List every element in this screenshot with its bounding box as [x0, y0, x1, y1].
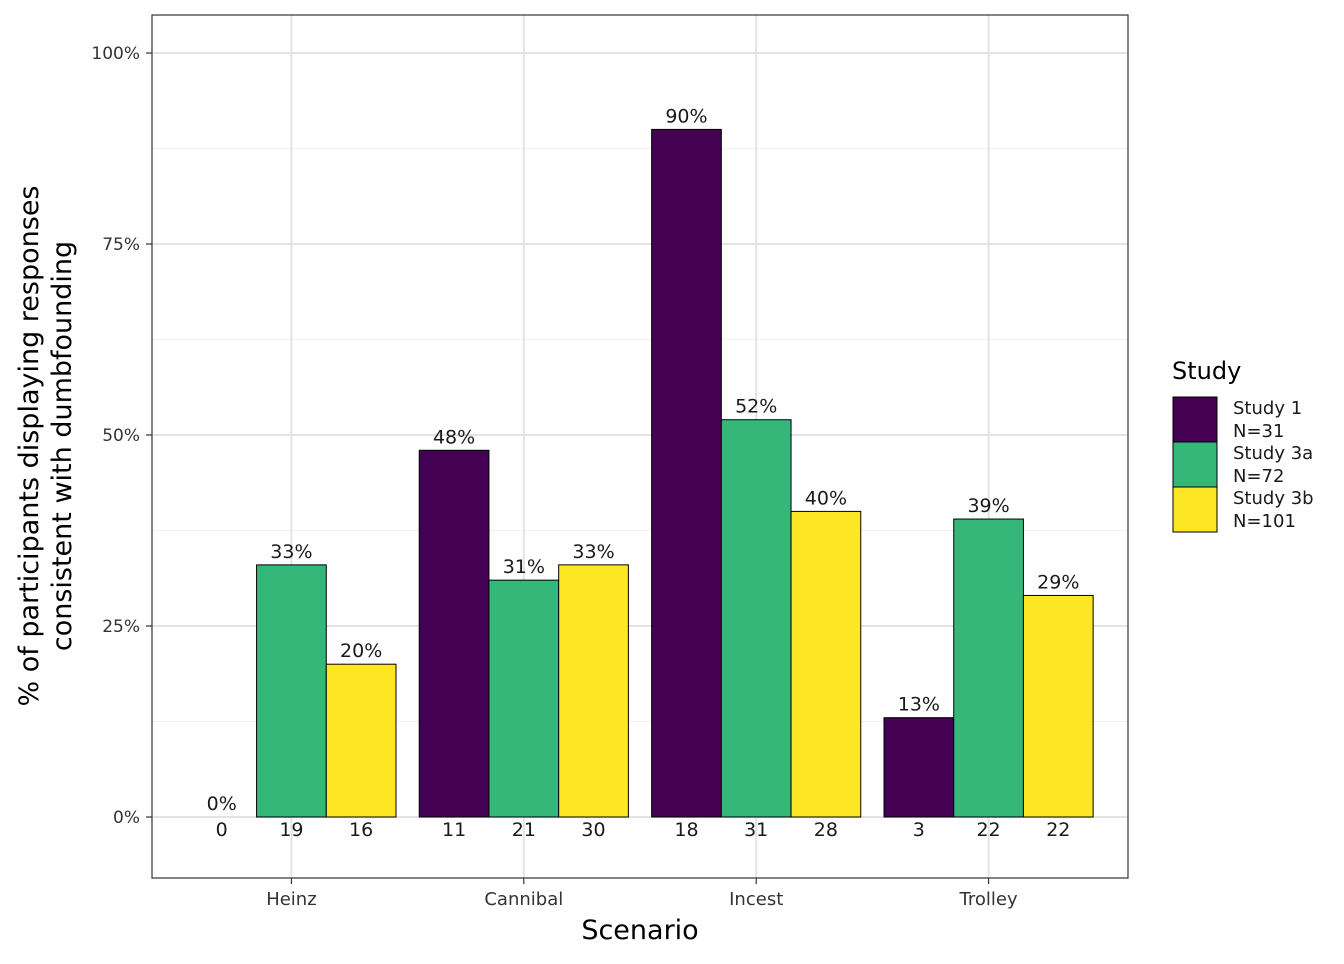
bar — [953, 518, 1024, 818]
bar-value-label: 0% — [207, 793, 237, 815]
legend-label: Study 1 — [1233, 398, 1302, 419]
bar-value-label: 39% — [967, 495, 1009, 517]
bar-count-label: 19 — [279, 819, 303, 841]
panel-border — [151, 14, 1129, 879]
axes: 0% 25% 50% 75% 100% Heinz Cannibal Incest Trolle… — [91, 44, 1018, 910]
bar — [325, 663, 397, 818]
bar-value-label: 29% — [1037, 571, 1079, 593]
y-tick-label: 25% — [102, 617, 140, 637]
y-axis-title-line-2: consistent with dumbfounding — [47, 241, 78, 651]
legend-title: Study — [1172, 357, 1241, 385]
legend-sublabel: N=72 — [1233, 466, 1284, 487]
bar-value-label: 20% — [340, 640, 382, 662]
legend-label: Study 3a — [1233, 443, 1313, 464]
y-axis-title-line-1: % of participants displaying responses — [14, 185, 45, 706]
bar-count-label: 11 — [442, 819, 466, 841]
legend-key — [1172, 441, 1218, 488]
bar-value-label: 31% — [503, 556, 545, 578]
x-tick-label: Trolley — [959, 889, 1018, 910]
bar-value-label: 48% — [433, 426, 475, 448]
legend-sublabel: N=101 — [1233, 511, 1296, 532]
bar-value-label: 52% — [735, 396, 777, 418]
bar-count-label: 30 — [581, 819, 605, 841]
bar-value-label: 40% — [805, 487, 847, 509]
bar-count-label: 28 — [814, 819, 838, 841]
y-tick-label: 50% — [102, 426, 140, 446]
bar-value-label: 90% — [665, 105, 707, 127]
legend-sublabel: N=31 — [1233, 421, 1284, 442]
bar — [651, 128, 722, 818]
bar-count-label: 21 — [512, 819, 536, 841]
bar — [883, 717, 955, 818]
bar — [720, 419, 792, 818]
bar-count-label: 3 — [913, 819, 925, 841]
bar-count-label: 0 — [216, 819, 228, 841]
bar-labels: 0% 0 33% 19 20% 16 48% 11 31% 21 33% 30 90% 18 52% 31 40… — [207, 105, 1080, 841]
legend-key — [1172, 486, 1218, 533]
bar — [790, 510, 862, 818]
bar-value-label: 33% — [270, 541, 312, 563]
y-tick-label: 0% — [113, 808, 140, 828]
x-tick-label: Cannibal — [484, 889, 563, 910]
x-tick-label: Heinz — [266, 889, 316, 910]
bar-value-label: 13% — [898, 694, 940, 716]
bar — [558, 564, 629, 818]
x-axis-title: Scenario — [581, 915, 698, 946]
x-tick-label: Incest — [729, 889, 783, 910]
bars — [256, 128, 1094, 818]
bar — [488, 579, 560, 818]
bar — [256, 564, 327, 818]
bar-count-label: 22 — [976, 819, 1000, 841]
bar — [418, 449, 490, 818]
legend-key — [1172, 396, 1218, 443]
bar-count-label: 31 — [744, 819, 768, 841]
legend-label: Study 3b — [1233, 488, 1314, 509]
y-tick-label: 75% — [102, 235, 140, 255]
bar-value-label: 33% — [572, 541, 614, 563]
bar-count-label: 18 — [674, 819, 698, 841]
bar-count-label: 16 — [349, 819, 373, 841]
bar-count-label: 22 — [1046, 819, 1070, 841]
y-tick-label: 100% — [91, 44, 140, 64]
bar — [1022, 594, 1094, 818]
